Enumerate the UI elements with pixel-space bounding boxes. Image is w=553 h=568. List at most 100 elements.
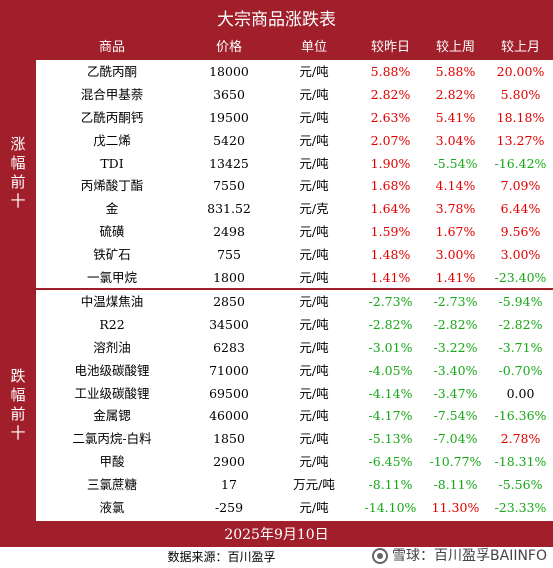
commodity-unit: 元/吨 bbox=[299, 385, 329, 401]
change-vs-yesterday: 2.07% bbox=[370, 132, 411, 148]
change-vs-last-month: -2.82% bbox=[498, 316, 543, 332]
change-vs-yesterday: 5.88% bbox=[370, 64, 411, 79]
commodity-name: R22 bbox=[99, 316, 125, 332]
change-vs-yesterday: 2.63% bbox=[370, 109, 411, 125]
change-vs-last-month: -0.70% bbox=[498, 362, 543, 378]
change-vs-last-month: -23.33% bbox=[494, 500, 547, 516]
table-row: 铁矿石 755 元/吨 1.48% 3.00% 3.00% bbox=[36, 244, 553, 267]
change-vs-last-month: -23.40% bbox=[494, 270, 547, 286]
table-row: 液氯 -259 元/吨 -14.10% 11.30% -23.33% bbox=[36, 497, 553, 520]
commodity-unit: 元/吨 bbox=[299, 362, 329, 378]
commodity-name: 金属锶 bbox=[93, 408, 131, 424]
commodity-price: 34500 bbox=[209, 316, 249, 332]
date-banner: 2025年9月10日 bbox=[0, 521, 553, 547]
table-row: 戊二烯 5420 元/吨 2.07% 3.04% 13.27% bbox=[36, 130, 553, 153]
commodity-name: 液氯 bbox=[99, 500, 125, 516]
change-vs-last-month: 7.09% bbox=[500, 178, 541, 194]
commodity-name: 二氯丙烷-白料 bbox=[72, 431, 152, 447]
commodity-unit: 元/吨 bbox=[299, 86, 329, 102]
change-vs-last-week: 3.78% bbox=[435, 201, 476, 217]
change-vs-yesterday: -5.13% bbox=[368, 431, 413, 447]
table-row: 工业级碳酸锂 69500 元/吨 -4.14% -3.47% 0.00 bbox=[36, 383, 553, 406]
commodity-price: 46000 bbox=[209, 408, 249, 424]
change-vs-last-month: 3.00% bbox=[500, 247, 541, 263]
change-vs-last-week: 11.30% bbox=[431, 500, 480, 516]
commodity-price: 1850 bbox=[213, 431, 245, 447]
commodity-price: 2900 bbox=[213, 454, 245, 470]
commodity-unit: 万元/吨 bbox=[293, 477, 335, 493]
change-vs-last-week: 3.00% bbox=[435, 247, 476, 263]
change-vs-last-week: 4.14% bbox=[435, 178, 476, 194]
change-vs-last-month: -16.42% bbox=[494, 155, 547, 171]
change-vs-last-month: 18.18% bbox=[496, 109, 545, 125]
header-unit: 单位 bbox=[300, 40, 327, 55]
table-row: 硫磺 2498 元/吨 1.59% 1.67% 9.56% bbox=[36, 221, 553, 244]
change-vs-yesterday: 2.82% bbox=[370, 86, 411, 102]
commodity-unit: 元/吨 bbox=[299, 431, 329, 447]
table-row: R22 34500 元/吨 -2.82% -2.82% -2.82% bbox=[36, 314, 553, 337]
commodity-price: 7550 bbox=[213, 178, 245, 194]
commodity-price: 1800 bbox=[213, 270, 245, 286]
commodity-name: 工业级碳酸锂 bbox=[74, 385, 150, 401]
change-vs-yesterday: 1.68% bbox=[370, 178, 411, 194]
table-row: 丙烯酸丁酯 7550 元/吨 1.68% 4.14% 7.09% bbox=[36, 175, 553, 198]
table-row: TDI 13425 元/吨 1.90% -5.54% -16.42% bbox=[36, 153, 553, 176]
commodity-unit: 元/吨 bbox=[299, 408, 329, 424]
table-row: 三氯蔗糖 17 万元/吨 -8.11% -8.11% -5.56% bbox=[36, 474, 553, 497]
data-source-text: 数据来源：百川盈孚 bbox=[167, 550, 276, 564]
commodity-price: 6283 bbox=[213, 339, 245, 355]
change-vs-yesterday: 1.48% bbox=[370, 247, 411, 263]
change-vs-last-month: 5.80% bbox=[500, 86, 541, 102]
commodity-unit: 元/吨 bbox=[299, 132, 329, 148]
change-vs-last-week: -2.73% bbox=[433, 294, 478, 309]
commodity-name: 丙烯酸丁酯 bbox=[80, 178, 144, 194]
commodity-unit: 元/克 bbox=[299, 201, 329, 217]
commodity-price: 71000 bbox=[209, 362, 249, 378]
change-vs-last-month: -16.36% bbox=[494, 408, 547, 424]
commodity-name: 中温煤焦油 bbox=[80, 294, 144, 309]
change-vs-last-week: -10.77% bbox=[429, 454, 482, 470]
change-vs-yesterday: -2.73% bbox=[368, 294, 413, 309]
change-vs-last-week: 3.04% bbox=[435, 132, 476, 148]
change-vs-last-month: 20.00% bbox=[496, 64, 545, 79]
change-vs-last-week: 1.41% bbox=[435, 270, 476, 286]
table-row: 电池级碳酸锂 71000 元/吨 -4.05% -3.40% -0.70% bbox=[36, 360, 553, 383]
header-vs-last-month: 较上月 bbox=[500, 40, 540, 55]
change-vs-yesterday: -4.05% bbox=[368, 362, 413, 378]
change-vs-last-week: -3.40% bbox=[433, 362, 478, 378]
snowball-logo-icon bbox=[372, 548, 389, 564]
commodity-price: 17 bbox=[221, 477, 237, 493]
change-vs-last-month: 0.00 bbox=[506, 385, 535, 401]
commodity-name: 溶剂油 bbox=[93, 339, 131, 355]
change-vs-last-week: -3.22% bbox=[433, 339, 478, 355]
change-vs-last-month: -5.56% bbox=[498, 477, 543, 493]
header-price: 价格 bbox=[215, 40, 242, 55]
change-vs-last-month: 6.44% bbox=[500, 201, 541, 217]
change-vs-last-week: -2.82% bbox=[433, 316, 478, 332]
commodity-unit: 元/吨 bbox=[299, 224, 329, 240]
table-title: 大宗商品涨跌表 bbox=[0, 0, 553, 35]
commodity-unit: 元/吨 bbox=[299, 454, 329, 470]
header-vs-yesterday: 较昨日 bbox=[370, 40, 410, 55]
commodity-price: 5420 bbox=[213, 132, 245, 148]
commodity-unit: 元/吨 bbox=[299, 500, 329, 516]
commodity-unit: 元/吨 bbox=[299, 247, 329, 263]
commodity-name: 乙酰丙酮钙 bbox=[80, 109, 144, 125]
commodity-name: 三氯蔗糖 bbox=[86, 477, 137, 493]
change-vs-yesterday: 1.59% bbox=[370, 224, 411, 240]
change-vs-yesterday: -3.01% bbox=[368, 339, 413, 355]
table-row: 一氯甲烷 1800 元/吨 1.41% 1.41% -23.40% bbox=[36, 267, 553, 290]
commodity-price: 3650 bbox=[213, 86, 245, 102]
change-vs-last-week: 5.41% bbox=[435, 109, 476, 125]
watermark-text: 雪球：百川盈孚BAIINFO bbox=[392, 548, 547, 564]
commodity-price: 13425 bbox=[209, 155, 249, 171]
data-source: 数据来源：百川盈孚 bbox=[0, 547, 553, 568]
table-header: 商品 价格 单位 较昨日 较上周 较上月 bbox=[0, 35, 553, 60]
change-vs-last-month: -3.71% bbox=[498, 339, 543, 355]
change-vs-last-week: -3.47% bbox=[433, 385, 478, 401]
section-label-losers: 跌幅前十 bbox=[0, 290, 36, 521]
commodity-name: 硫磺 bbox=[99, 224, 125, 240]
gainers-rows: 乙酰丙酮 18000 元/吨 5.88% 5.88% 20.00% 混合甲基萘 3650 元/吨… bbox=[36, 61, 553, 290]
commodity-name: 金 bbox=[105, 201, 119, 217]
change-vs-last-week: -7.04% bbox=[433, 431, 478, 447]
